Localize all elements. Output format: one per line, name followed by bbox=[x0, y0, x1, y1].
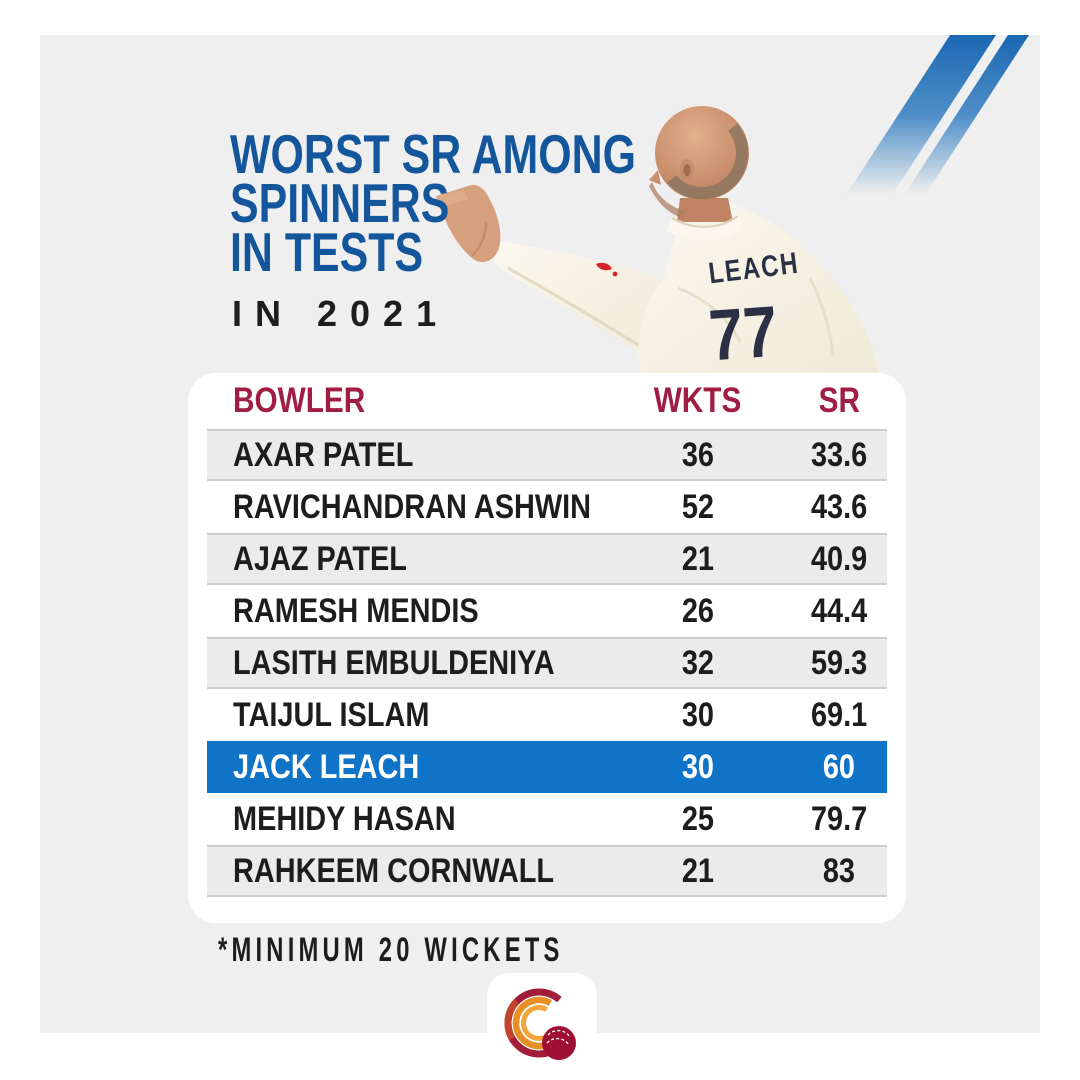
gray-panel: LEACH 77 WORST SR AMONG SPINNERS IN TEST… bbox=[40, 35, 1040, 1033]
bowler-cell: AXAR PATEL bbox=[233, 435, 414, 474]
sr-cell: 40.9 bbox=[810, 539, 868, 578]
stats-table-card: BOWLER WKTS SR AXAR PATEL 36 33.6 RAVICH… bbox=[188, 373, 906, 923]
wkts-cell: 36 bbox=[681, 435, 715, 474]
table-row-highlighted: JACK LEACH 30 60 bbox=[207, 741, 887, 793]
bowler-cell: RAMESH MENDIS bbox=[233, 591, 479, 630]
bowler-cell: AJAZ PATEL bbox=[233, 539, 407, 578]
bowler-cell: RAHKEEM CORNWALL bbox=[233, 851, 555, 890]
title-line-2: SPINNERS bbox=[230, 172, 450, 234]
player-image: LEACH 77 bbox=[436, 106, 880, 380]
table-row: LASITH EMBULDENIYA 32 59.3 bbox=[207, 637, 887, 689]
table-row: AJAZ PATEL 21 40.9 bbox=[207, 533, 887, 585]
header-wkts: WKTS bbox=[654, 381, 742, 420]
sr-cell: 83 bbox=[822, 851, 856, 890]
header-bowler: BOWLER bbox=[233, 381, 366, 420]
sr-cell: 79.7 bbox=[810, 799, 868, 838]
player-arm bbox=[491, 241, 668, 363]
title-line-1: WORST SR AMONG bbox=[230, 123, 636, 185]
wkts-cell: 30 bbox=[681, 695, 715, 734]
wkts-cell: 32 bbox=[681, 643, 715, 682]
page-title: WORST SR AMONG SPINNERS IN TESTS bbox=[230, 123, 750, 283]
sr-cell: 44.4 bbox=[810, 591, 868, 630]
brand-logo-icon bbox=[504, 988, 576, 1060]
footnote: *MINIMUM 20 WICKETS bbox=[218, 931, 564, 969]
wkts-cell: 25 bbox=[681, 799, 715, 838]
sleeve-logo-icon bbox=[596, 262, 612, 271]
table-row: MEHIDY HASAN 25 79.7 bbox=[207, 793, 887, 845]
player-torso bbox=[638, 195, 880, 380]
table-header-row: BOWLER WKTS SR bbox=[207, 373, 887, 429]
wkts-cell: 21 bbox=[681, 539, 715, 578]
bowler-cell: RAVICHANDRAN ASHWIN bbox=[233, 487, 592, 526]
table-row: RAHKEEM CORNWALL 21 83 bbox=[207, 845, 887, 897]
bowler-cell: LASITH EMBULDENIYA bbox=[233, 643, 555, 682]
title-line-3: IN TESTS bbox=[230, 221, 424, 283]
wkts-cell: 21 bbox=[681, 851, 715, 890]
wkts-cell: 30 bbox=[681, 747, 715, 786]
sr-cell: 60 bbox=[822, 747, 856, 786]
table-row: RAMESH MENDIS 26 44.4 bbox=[207, 585, 887, 637]
jersey-number: 77 bbox=[707, 292, 780, 376]
brand-logo-card bbox=[487, 973, 597, 1080]
sr-cell: 69.1 bbox=[810, 695, 868, 734]
sr-cell: 33.6 bbox=[810, 435, 868, 474]
sr-cell: 59.3 bbox=[810, 643, 868, 682]
bowler-cell: MEHIDY HASAN bbox=[233, 799, 456, 838]
bowler-cell: JACK LEACH bbox=[233, 747, 420, 786]
sr-cell: 43.6 bbox=[810, 487, 868, 526]
header-sr: SR bbox=[818, 381, 860, 420]
player-head bbox=[655, 106, 749, 200]
table-row: TAIJUL ISLAM 30 69.1 bbox=[207, 689, 887, 741]
wkts-cell: 52 bbox=[681, 487, 715, 526]
bowler-cell: TAIJUL ISLAM bbox=[233, 695, 430, 734]
table-row: RAVICHANDRAN ASHWIN 52 43.6 bbox=[207, 481, 887, 533]
table-row: AXAR PATEL 36 33.6 bbox=[207, 429, 887, 481]
wkts-cell: 26 bbox=[681, 591, 715, 630]
page-subtitle: IN 2021 bbox=[232, 293, 450, 334]
pointing-hand bbox=[436, 184, 501, 263]
